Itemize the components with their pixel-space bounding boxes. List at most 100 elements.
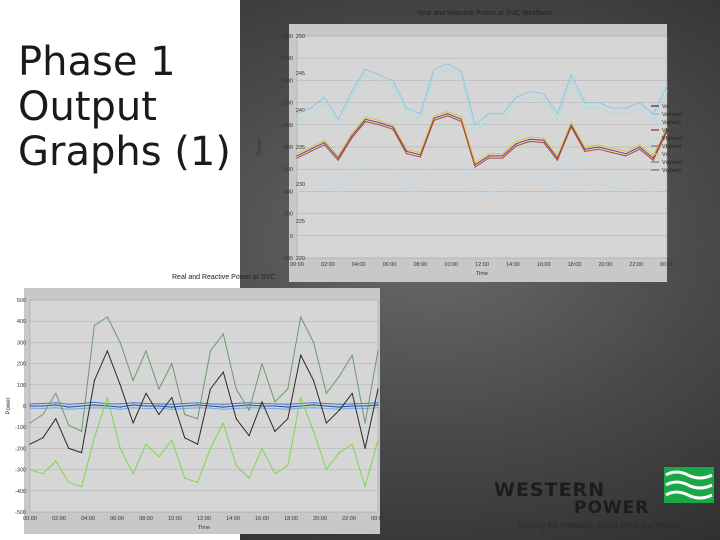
chart1-point-vc [597,144,600,146]
chart2-point-average-kvar [158,413,160,416]
chart2-x-tick-label: 00:00 [371,516,382,522]
chart1-series-vb-max- [296,68,668,131]
chart2-point-max-kvar [145,350,147,352]
chart1-x-tick-label: 16:00 [537,262,551,268]
chart1-point-va-min- [310,185,312,187]
chart1-y-tick-label: -200 [282,256,293,262]
chart1-point-vb-max- [529,96,531,98]
chart2-point-min-kvar [287,464,289,466]
chart2-point-average-kw [261,405,263,407]
chart1-point-va-max- [502,113,504,115]
chart2-point-average-kw [29,405,31,407]
chart1-point-va-max- [584,102,586,104]
chart1-point-vc [364,116,367,118]
chart1-y-tick-label: 1000 [281,123,293,129]
chart2-point-min-kw [351,407,353,409]
chart1-point-va-min- [419,193,421,195]
chart1-point-va-min- [652,193,654,195]
chart1-point-va-min- [543,179,545,181]
chart1-point-va-min- [474,198,476,200]
chart1-y-axis-label: Power [257,138,263,155]
chart2-point-min-kvar [68,481,70,483]
chart1-point-va-min- [570,163,572,165]
chart2-point-min-kvar [261,447,263,449]
chart1-point-vb-max- [474,129,476,131]
chart1-x-tick-label: 00:00 [660,262,674,268]
chart1-point-vb [584,150,586,152]
chart2-point-max-kvar [248,409,250,411]
chart2-point-average-kvar [81,452,83,454]
chart2-point-min-kvar [197,481,199,483]
chart2-point-min-kvar [364,486,366,488]
chart1-point-vb-max- [543,98,545,100]
chart1-point-vb [515,145,517,147]
chart2-y-tick-label: -100 [15,425,26,431]
chart1-point-vc [529,136,531,138]
chart2-point-max-kvar [158,388,160,390]
chart2-point-average-kw [248,404,250,406]
chart1-point-va-max- [419,113,421,115]
chart2-point-min-kw [93,407,95,409]
chart1-point-va [323,142,325,144]
chart1-point-va [515,143,517,145]
chart1-legend-entry: Vb [662,128,669,134]
chart2-point-max-kw [325,402,327,405]
chart1-point-vc [515,140,517,142]
chart1-point-va-max- [515,96,517,98]
chart2-point-min-kw [68,408,70,410]
chart2-point-min-kvar [184,477,186,479]
chart1-point-va-min- [488,190,490,192]
chart2-point-max-kw [171,403,173,405]
chart1-point-vc [323,139,325,141]
chart2-point-max-kvar [235,388,237,390]
chart1-point-va-max- [351,90,353,93]
chart1-point-vc [378,119,380,121]
chart2-point-max-kw [197,402,199,404]
chart1-point-vc [652,155,654,157]
chart2-y-tick-label: 400 [17,319,26,325]
chart2-point-min-kvar [106,396,108,399]
chart1-point-va-max- [378,74,380,76]
chart1-point-va [488,155,490,157]
chart1-point-va-min- [515,179,517,181]
chart1-point-vb [570,126,572,128]
chart1-point-va-max- [529,90,531,93]
chart2-svc-power: 5004003002001000-100-200-300-400-50000:0… [6,288,382,534]
chart2-x-tick-label: 00:00 [23,516,37,522]
chart1-point-vb [488,157,490,159]
chart1-point-vb [296,157,298,159]
chart1-point-vb-max- [515,102,517,104]
chart2-point-min-kw [29,407,31,409]
chart1-y-tick-label: 1400 [281,78,293,84]
chart1-y2-tick-label: 230 [296,182,305,188]
chart1-point-va-min- [611,186,613,188]
chart2-x-tick-label: 02:00 [52,516,66,522]
chart2-y-tick-label: 500 [17,298,26,304]
chart1-point-vb [543,142,545,144]
chart2-point-max-kvar [55,392,57,394]
chart2-point-max-kvar [132,380,134,382]
chart2-point-min-kvar [274,473,276,475]
chart2-point-average-kvar [93,380,95,382]
chart1-point-va-max- [364,68,367,70]
chart2-x-tick-label: 20:00 [313,516,327,522]
chart1-point-vb [597,148,600,150]
chart1-point-vb-max- [406,113,408,115]
chart1-point-vb-max- [419,118,421,120]
chart1-point-va-min- [584,185,586,187]
chart1-x-tick-label: 06:00 [383,262,397,268]
chart2-point-max-kw [351,403,353,405]
chart1-title: Real and Reactive Power at SVC Windfarm [417,10,552,17]
chart2-point-max-kw [377,402,379,404]
chart2-point-min-kw [313,407,315,409]
chart1-point-vb [556,159,558,161]
chart2-point-average-kvar [287,418,289,420]
chart2-point-min-kvar [145,443,147,445]
chart1-point-vb [364,120,367,123]
chart2-point-average-kvar [364,447,366,449]
chart1-point-vc [570,122,572,124]
chart1-x-axis-label: Time [476,271,488,277]
chart1-point-va [351,135,353,137]
chart2-point-max-kw [248,402,250,404]
western-power-logo: WESTERN POWER Serving the Midlands, Sout… [494,465,720,540]
